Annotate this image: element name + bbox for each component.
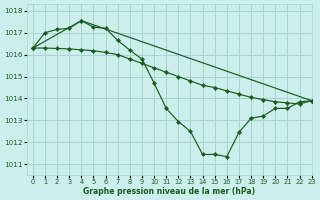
X-axis label: Graphe pression niveau de la mer (hPa): Graphe pression niveau de la mer (hPa): [83, 187, 255, 196]
